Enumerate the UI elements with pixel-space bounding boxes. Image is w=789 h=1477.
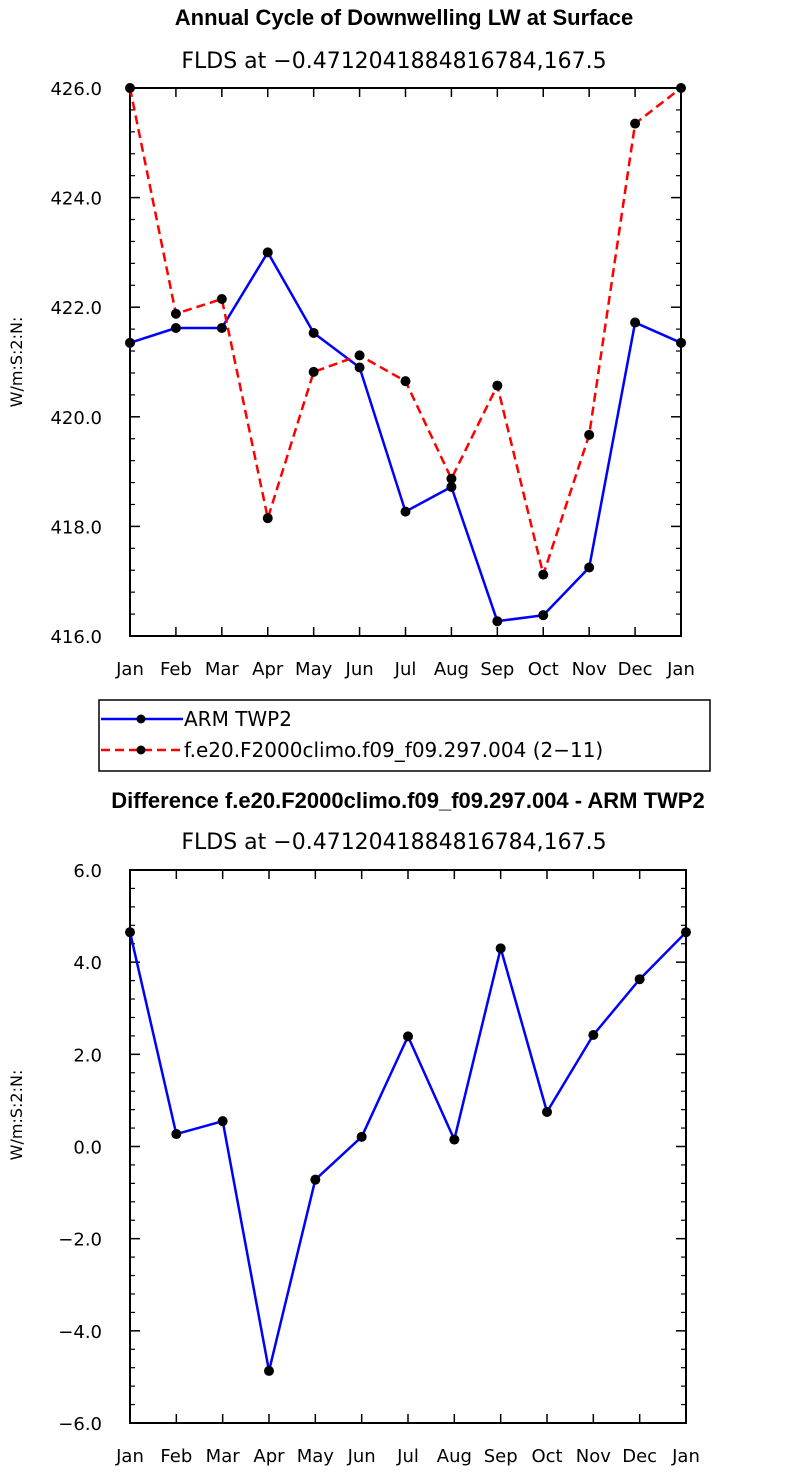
x-tick-label: May — [295, 659, 333, 680]
y-axis-label: W/m:S:2:N: — [7, 317, 26, 408]
series-1-point — [446, 473, 457, 484]
series-0-point — [588, 1029, 599, 1040]
x-tick-label: Jan — [666, 659, 695, 680]
x-tick-label: Jan — [671, 1446, 700, 1467]
legend-box — [98, 699, 711, 772]
y-tick-label: 420.0 — [50, 408, 102, 429]
annual-cycle-chart: Annual Cycle of Downwelling LW at Surfac… — [7, 5, 695, 680]
series-0-point — [634, 974, 645, 985]
series-1-point — [676, 83, 686, 93]
series-1-point — [262, 513, 273, 524]
chart-subtitle: FLDS at −0.4712041884816784,167.5 — [181, 49, 606, 74]
series-0-point — [400, 506, 411, 517]
y-tick-label: 0.0 — [73, 1138, 102, 1159]
x-tick-label: Aug — [437, 1446, 472, 1467]
x-tick-label: Feb — [160, 659, 192, 680]
plot-frame — [129, 869, 687, 1424]
x-tick-label: Sep — [484, 1446, 518, 1467]
x-tick-label: Dec — [622, 1446, 657, 1467]
series-0-point — [170, 323, 181, 334]
series-1-point — [492, 380, 503, 391]
series-0-point — [542, 1106, 552, 1117]
series-1-point — [170, 308, 181, 319]
x-tick-label: Nov — [572, 659, 607, 680]
y-tick-label: 416.0 — [50, 627, 102, 648]
x-tick-label: Jul — [394, 659, 417, 680]
series-0-point — [262, 247, 273, 258]
series-line-0 — [128, 931, 687, 1373]
series-0-point — [630, 317, 641, 328]
x-tick-label: Dec — [618, 659, 653, 680]
series-0-point — [584, 562, 595, 573]
legend-label-model: f.e20.F2000climo.f09_f09.297.004 (2−11) — [184, 738, 603, 762]
legend-marker-model — [136, 745, 146, 755]
series-0-point — [446, 481, 457, 492]
series-1-point — [216, 293, 227, 304]
series-1-point — [630, 118, 641, 129]
x-tick-label: Mar — [205, 659, 240, 680]
y-tick-label: −4.0 — [58, 1322, 102, 1343]
chart-title: Annual Cycle of Downwelling LW at Surfac… — [175, 5, 633, 30]
series-line-1 — [128, 87, 682, 576]
y-axis-label: W/m:S:2:N: — [7, 1070, 26, 1161]
series-0-point — [492, 616, 503, 627]
plot-frame — [129, 87, 682, 637]
y-tick-label: 422.0 — [50, 298, 102, 319]
series-0-point — [125, 337, 135, 348]
y-tick-label: −2.0 — [58, 1230, 102, 1251]
series-0-point — [495, 943, 506, 954]
series-1-point — [538, 569, 549, 580]
x-tick-label: Aug — [434, 659, 469, 680]
x-tick-label: Jun — [345, 659, 374, 680]
series-0-point — [681, 927, 691, 938]
series-0-point — [310, 1174, 321, 1185]
x-tick-label: Jan — [115, 1446, 144, 1467]
chart-subtitle: FLDS at −0.4712041884816784,167.5 — [181, 830, 606, 855]
y-tick-label: 418.0 — [50, 517, 102, 538]
x-tick-label: Oct — [528, 659, 559, 680]
x-tick-label: Mar — [206, 1446, 241, 1467]
series-0-point — [308, 327, 319, 338]
x-tick-label: Jul — [396, 1446, 419, 1467]
series-0-point — [356, 1131, 367, 1142]
x-tick-label: May — [297, 1446, 335, 1467]
series-0-point — [217, 1116, 228, 1127]
x-tick-label: Apr — [253, 1446, 285, 1467]
series-0-point — [125, 927, 135, 938]
series-0-point — [171, 1129, 182, 1140]
series-0-point — [449, 1134, 460, 1145]
difference-chart: Difference f.e20.F2000climo.f09_f09.297.… — [7, 788, 705, 1467]
x-tick-label: Jan — [115, 659, 144, 680]
series-0-point — [403, 1031, 413, 1042]
y-tick-label: −6.0 — [58, 1414, 102, 1435]
y-tick-label: 424.0 — [50, 189, 102, 210]
y-tick-label: 4.0 — [73, 953, 102, 974]
legend: ARM TWP2 f.e20.F2000climo.f09_f09.297.00… — [98, 699, 711, 772]
y-tick-label: 2.0 — [73, 1045, 102, 1066]
x-tick-label: Apr — [252, 659, 284, 680]
series-0-point — [354, 362, 365, 373]
y-tick-label: 426.0 — [50, 79, 102, 100]
legend-marker-arm — [136, 714, 146, 724]
x-tick-label: Feb — [160, 1446, 192, 1467]
series-1-point — [354, 350, 365, 361]
y-tick-label: 6.0 — [73, 861, 102, 882]
series-1-point — [308, 366, 319, 377]
series-1-point — [400, 376, 411, 387]
x-tick-label: Jun — [347, 1446, 376, 1467]
series-0-point — [216, 323, 227, 334]
series-1-point — [584, 429, 595, 440]
series-0-point — [538, 610, 549, 621]
series-0-point — [264, 1365, 274, 1376]
series-line-0 — [129, 251, 682, 623]
x-tick-label: Oct — [531, 1446, 562, 1467]
x-tick-label: Nov — [576, 1446, 611, 1467]
series-0-point — [676, 337, 686, 348]
series-1-point — [125, 83, 135, 93]
x-tick-label: Sep — [480, 659, 514, 680]
chart-title: Difference f.e20.F2000climo.f09_f09.297.… — [111, 788, 704, 813]
legend-label-arm: ARM TWP2 — [184, 707, 292, 731]
